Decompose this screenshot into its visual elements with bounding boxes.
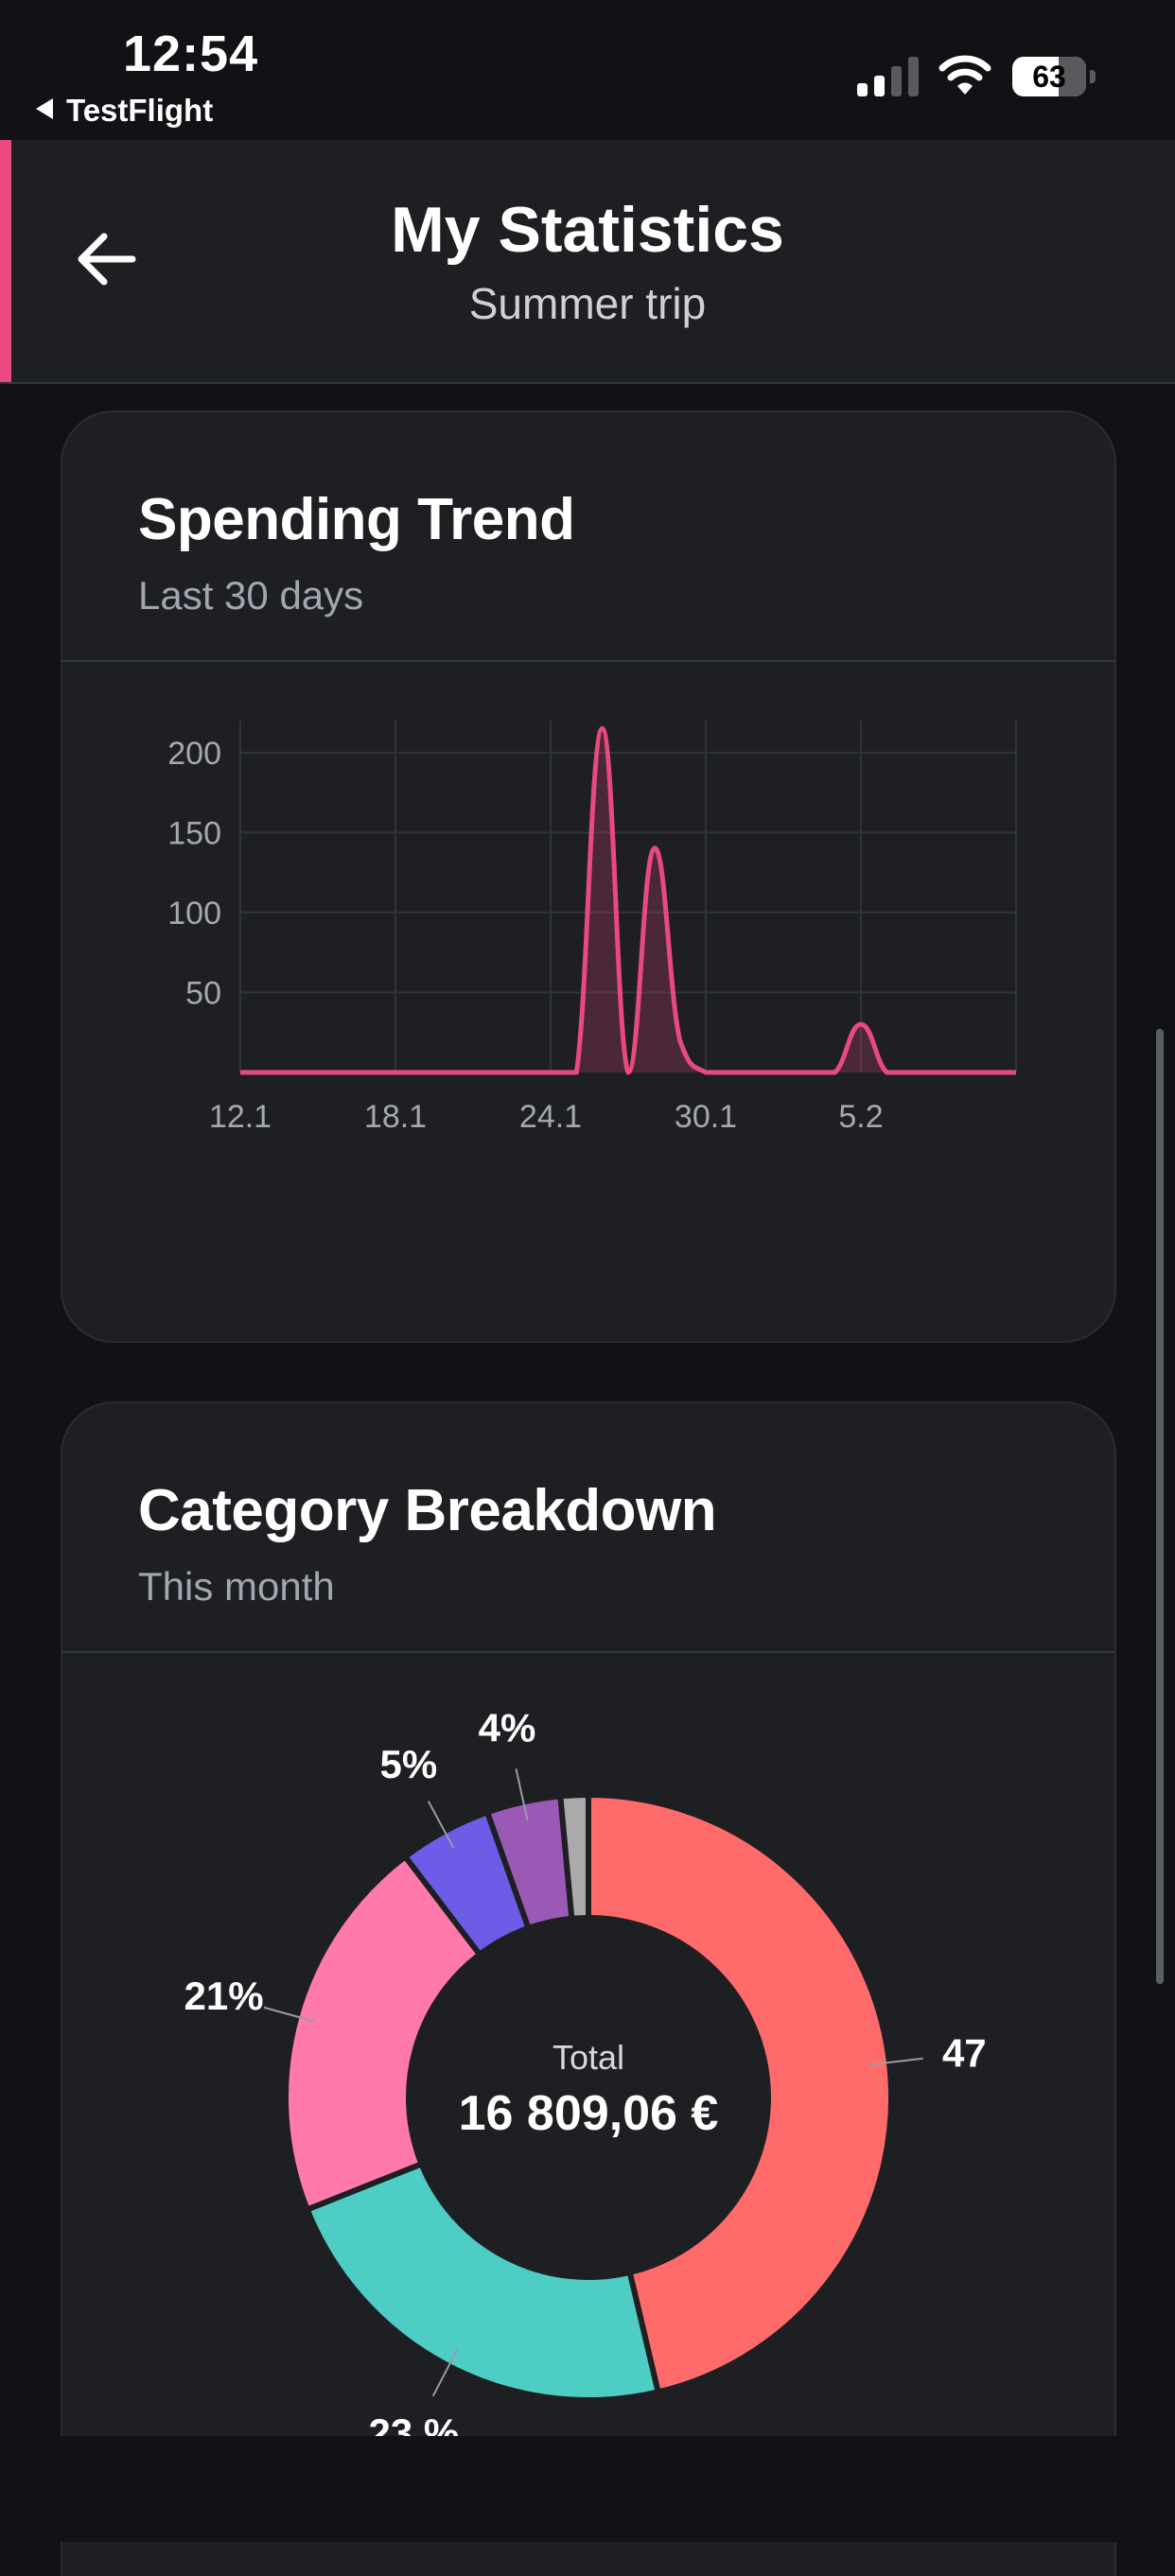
donut-slice-label: 4% [479,1705,536,1749]
trend-area-fill [240,728,1016,1072]
donut-slice-label: 5% [380,1742,438,1786]
arrow-left-icon[interactable] [74,231,140,287]
x-tick-label: 30.1 [675,1099,737,1135]
status-time: 12:54 [123,26,259,82]
header-accent-bar [0,140,11,382]
wifi-icon [938,55,991,95]
trend-line [240,725,1016,1075]
donut-label-leader [431,2348,459,2397]
category-breakdown-subtitle: This month [138,1564,335,1609]
category-breakdown-header: Category Breakdown This month [62,1403,1114,1653]
donut-slice-label: 21% [184,1974,264,2018]
x-tick-label: 18.1 [364,1099,427,1135]
battery-icon: 63 [1012,57,1097,96]
donut-label-leader [263,2006,316,2023]
scrollbar[interactable] [1156,1029,1164,1984]
back-to-testflight-link[interactable]: TestFlight [36,93,213,129]
page-title: My Statistics [391,194,784,266]
y-tick-label: 50 [185,975,221,1011]
cellular-signal-icon [857,57,919,96]
spending-trend-title: Spending Trend [138,487,575,552]
donut-label-leader [515,1768,529,1821]
donut-slice [586,1791,895,2396]
donut-total-label: Total [552,2038,624,2077]
category-breakdown-card: Category Breakdown This month 47 23 % 21% 5… [61,1401,1116,2576]
donut-slice [283,1853,484,2214]
page-subtitle: Summer trip [468,279,707,328]
spending-trend-subtitle: Last 30 days [138,573,364,618]
x-tick-label: 5.2 [838,1099,883,1135]
x-tick-label: 24.1 [519,1099,582,1135]
donut-label-leader [869,2057,923,2066]
back-app-label: TestFlight [66,93,214,128]
app-header: My Statistics Summer trip [0,140,1175,384]
spending-trend-chart: 12.1 18.1 24.1 30.1 5.2 200 150 100 50 [167,721,1017,1135]
status-bar: 12:54 TestFlight 63 [0,0,1175,140]
battery-level: 63 [1032,60,1066,94]
donut-slice [557,1791,591,1923]
donut-total-value: 16 809,06 € [459,2086,719,2141]
bottom-safe-area [0,2436,1175,2542]
spending-trend-header: Spending Trend Last 30 days [62,412,1114,662]
x-tick-label: 12.1 [209,1099,272,1135]
y-tick-label: 200 [167,736,221,772]
donut-slice [303,2160,662,2403]
spending-trend-card: Spending Trend Last 30 days 12.1 18.1 24.1… [61,410,1116,1343]
back-triangle-icon [36,98,53,119]
y-tick-label: 150 [167,815,221,851]
category-breakdown-title: Category Breakdown [138,1478,717,1543]
donut-slice-label: 47 [942,2031,987,2076]
donut-label-leader [427,1801,455,1849]
y-tick-label: 100 [167,896,221,931]
